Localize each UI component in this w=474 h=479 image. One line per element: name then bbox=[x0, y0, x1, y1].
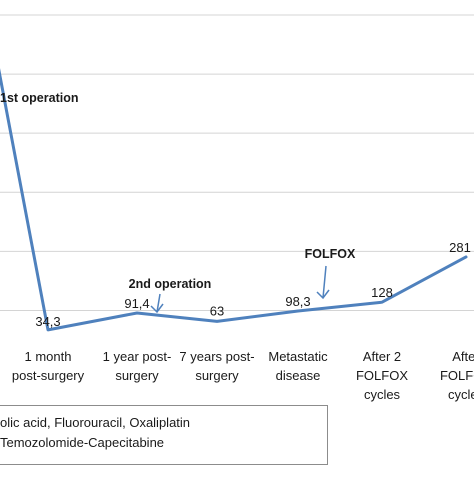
data-label: 34,3 bbox=[35, 314, 60, 329]
x-tick-label: After bbox=[452, 349, 474, 364]
x-tick-label: 7 years post- bbox=[179, 349, 254, 364]
gridlines bbox=[0, 15, 474, 330]
annotation-label: 2nd operation bbox=[129, 277, 212, 291]
x-tick-label: 1 year post- bbox=[103, 349, 172, 364]
x-tick-label: cycles bbox=[448, 387, 474, 402]
annotation-label: 1st operation bbox=[0, 91, 79, 105]
x-tick-label: post-surgery bbox=[12, 368, 85, 383]
legend-entry-1: olic acid, Fluorouracil, Oxaliplatin bbox=[0, 415, 190, 430]
x-tick-label: surgery bbox=[115, 368, 159, 383]
series-line bbox=[0, 45, 466, 330]
x-tick-label: FOLFOX bbox=[356, 368, 408, 383]
annotations: 1st operation 2nd operation FOLFOX bbox=[0, 91, 356, 291]
data-label: 63 bbox=[210, 303, 224, 318]
x-tick-label: disease bbox=[276, 368, 321, 383]
x-tick-label: Metastatic bbox=[268, 349, 328, 364]
data-label: 98,3 bbox=[285, 294, 310, 309]
x-tick-label: 1 month bbox=[25, 349, 72, 364]
x-tick-label: FOLFOX bbox=[440, 368, 474, 383]
x-tick-label: After 2 bbox=[363, 349, 401, 364]
x-tick-label: surgery bbox=[195, 368, 239, 383]
data-label: 91,4 bbox=[124, 296, 149, 311]
annotation-label: FOLFOX bbox=[305, 247, 356, 261]
legend-entry-2: Temozolomide-Capecitabine bbox=[0, 435, 164, 450]
x-tick-label: cycles bbox=[364, 387, 401, 402]
legend: olic acid, Fluorouracil, Oxaliplatin Tem… bbox=[0, 405, 328, 465]
data-label: 281 bbox=[449, 240, 471, 255]
annotation-arrow bbox=[323, 266, 326, 298]
data-label: 128 bbox=[371, 285, 393, 300]
x-tick-labels: 1 month post-surgery 1 year post-surgery 7 … bbox=[12, 349, 474, 402]
